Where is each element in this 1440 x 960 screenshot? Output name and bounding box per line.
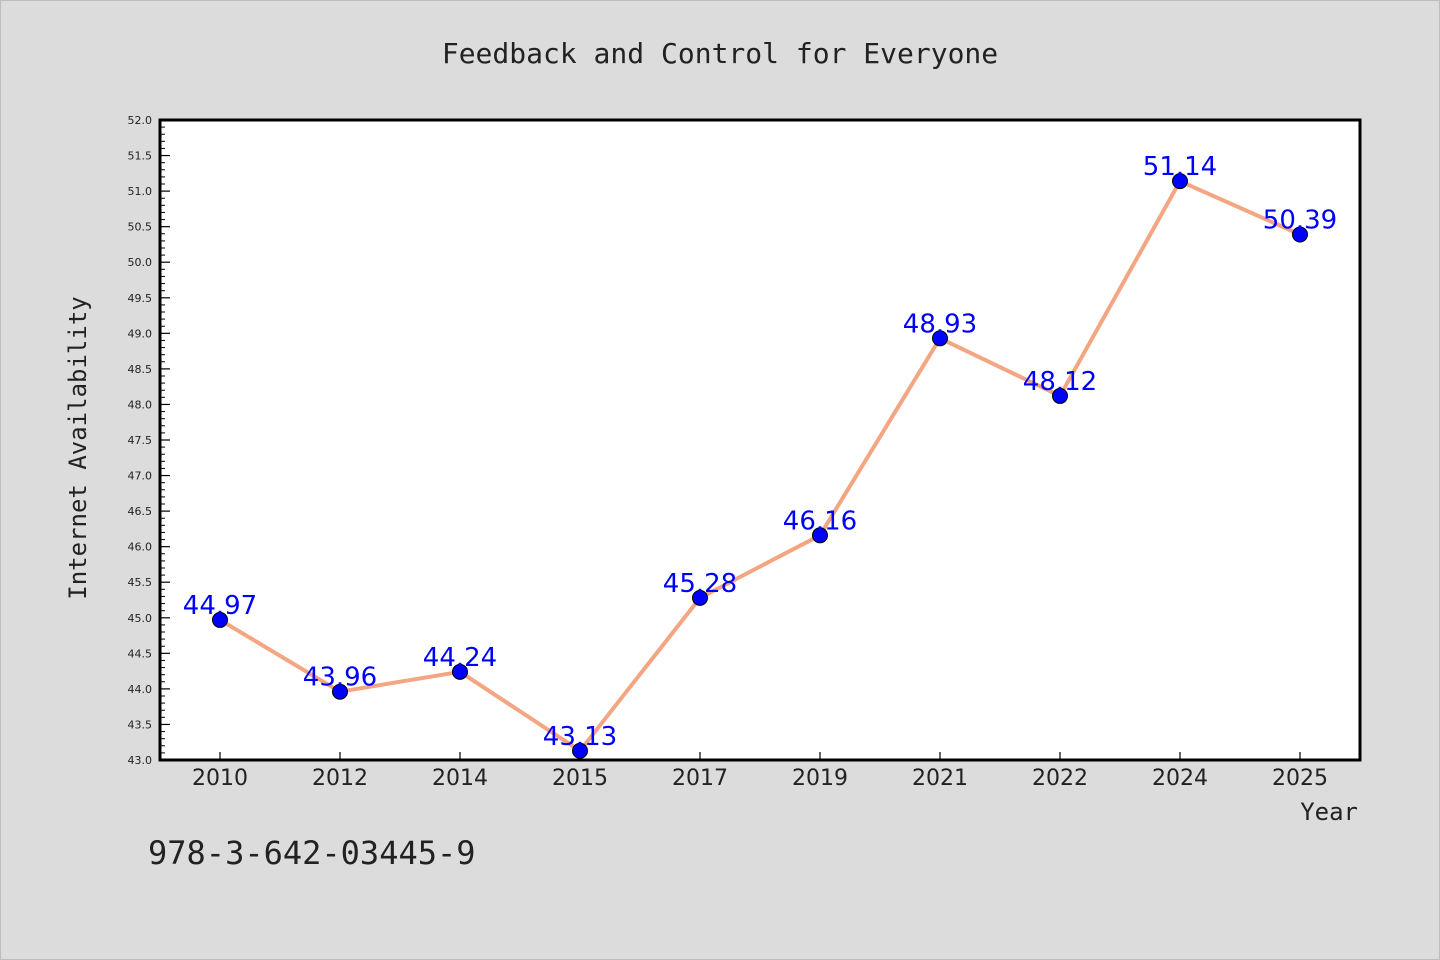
- data-label: 43.96: [303, 663, 377, 693]
- plot-frame: [158, 118, 1362, 762]
- y-axis: 43.0 43.5 44.0 44.5 45.0 45.5 46.0 46.5 47.0 47.5…: [128, 114, 170, 767]
- x-tick-label: 2019: [792, 766, 848, 791]
- data-point-marker: [1172, 173, 1188, 190]
- y-tick-label: 52.0: [128, 114, 153, 127]
- data-label: 44.97: [183, 591, 257, 621]
- x-tick-label: 2015: [552, 766, 608, 791]
- data-point-marker: [1292, 226, 1308, 243]
- data-point-marker: [812, 527, 828, 544]
- y-tick-label: 48.5: [128, 363, 153, 376]
- y-tick-label: 47.0: [128, 470, 153, 483]
- chart-title: Feedback and Control for Everyone: [442, 37, 998, 70]
- x-axis: 2010 2012 2014 2015 2017 2019 2021 2022 2024 2025: [192, 752, 1328, 791]
- x-tick-label: 2010: [192, 766, 248, 791]
- data-point-marker: [332, 683, 348, 700]
- data-point-marker: [932, 330, 948, 347]
- x-tick-label: 2021: [912, 766, 968, 791]
- y-tick-label: 46.0: [128, 541, 153, 554]
- data-label: 51.14: [1143, 152, 1217, 182]
- x-tick-label: 2025: [1272, 766, 1328, 791]
- data-label: 48.93: [903, 309, 977, 339]
- x-tick-label: 2014: [432, 766, 488, 791]
- y-tick-label: 44.5: [128, 647, 153, 660]
- data-point-marker: [692, 589, 708, 606]
- data-label: 45.28: [663, 569, 737, 599]
- y-tick-label: 43.0: [128, 754, 153, 767]
- data-label: 48.12: [1023, 367, 1097, 397]
- data-label: 50.39: [1263, 205, 1337, 235]
- y-tick-label: 49.0: [128, 327, 153, 340]
- y-tick-label: 50.5: [128, 221, 153, 234]
- y-tick-label: 46.5: [128, 505, 153, 518]
- data-label: 43.13: [543, 722, 617, 752]
- y-tick-label: 45.5: [128, 576, 153, 589]
- x-axis-label: Year: [1300, 798, 1358, 826]
- x-tick-label: 2022: [1032, 766, 1088, 791]
- footer-code: 978-3-642-03445-9: [148, 834, 476, 872]
- data-point-marker: [212, 611, 228, 628]
- data-point-marker: [1052, 387, 1068, 404]
- y-tick-label: 48.0: [128, 398, 153, 411]
- series-line: [218, 179, 1301, 753]
- y-axis-label: Internet Availability: [64, 296, 92, 599]
- y-tick-label: 51.5: [128, 150, 153, 163]
- x-tick-label: 2012: [312, 766, 368, 791]
- plot-area: [160, 120, 1360, 760]
- y-tick-label: 50.0: [128, 256, 153, 269]
- data-point-marker: [452, 663, 468, 680]
- y-tick-label: 49.5: [128, 292, 153, 305]
- y-tick-label: 47.5: [128, 434, 153, 447]
- y-tick-label: 45.0: [128, 612, 153, 625]
- y-tick-label: 44.0: [128, 683, 153, 696]
- data-label: 46.16: [783, 506, 857, 536]
- y-tick-label: 51.0: [128, 185, 153, 198]
- y-tick-label: 43.5: [128, 718, 153, 731]
- data-points: [212, 173, 1308, 759]
- data-point-marker: [572, 742, 588, 759]
- x-tick-label: 2017: [672, 766, 728, 791]
- x-tick-label: 2024: [1152, 766, 1208, 791]
- data-label: 44.24: [423, 643, 497, 673]
- data-labels: 44.97 43.96 44.24 43.13 45.28 46.16 48.93 48.12…: [183, 152, 1337, 752]
